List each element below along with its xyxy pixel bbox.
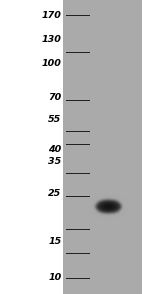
Text: 35: 35 xyxy=(48,158,62,166)
Text: 10: 10 xyxy=(48,273,62,283)
Text: 15: 15 xyxy=(48,236,62,245)
Text: 40: 40 xyxy=(48,144,62,153)
Text: 170: 170 xyxy=(42,11,62,19)
Text: 70: 70 xyxy=(48,93,62,101)
Text: 25: 25 xyxy=(48,188,62,198)
Text: 130: 130 xyxy=(42,36,62,44)
Text: 100: 100 xyxy=(42,59,62,69)
Text: 55: 55 xyxy=(48,116,62,124)
